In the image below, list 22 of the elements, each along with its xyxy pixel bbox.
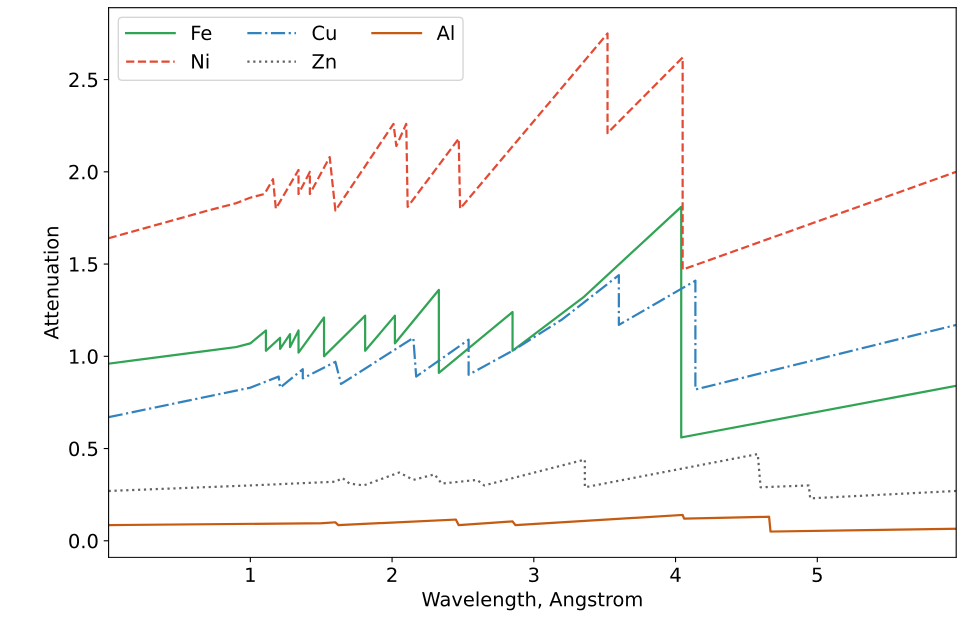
y-tick-label: 0.0 — [69, 534, 98, 548]
y-tick-label: 2.0 — [69, 164, 98, 180]
x-tick-label: 3 — [529, 567, 538, 582]
y-tick-label: 0.5 — [69, 441, 98, 456]
x-tick-label: 5 — [812, 568, 822, 582]
x-axis-title: Wavelength, Angstrom — [422, 591, 642, 610]
x-tick-label: 2 — [387, 567, 396, 582]
legend-label: Ni — [192, 54, 208, 68]
legend-label: Cu — [312, 25, 336, 40]
y-tick-label: 1.5 — [70, 257, 98, 272]
legend-label: Fe — [192, 26, 212, 40]
line-series — [108, 514, 956, 533]
legend-label: Al — [436, 25, 454, 40]
y-axis-title: Attenuation — [44, 227, 59, 340]
line-series — [108, 452, 956, 500]
y-tick-label: 1.0 — [70, 349, 98, 364]
x-tick-label: 4 — [670, 568, 681, 582]
x-tick-label: 1 — [246, 568, 255, 582]
y-tick-label: 2.5 — [69, 72, 98, 88]
line-series — [108, 274, 956, 418]
legend-label: Zn — [312, 54, 336, 68]
line-series — [108, 206, 956, 439]
